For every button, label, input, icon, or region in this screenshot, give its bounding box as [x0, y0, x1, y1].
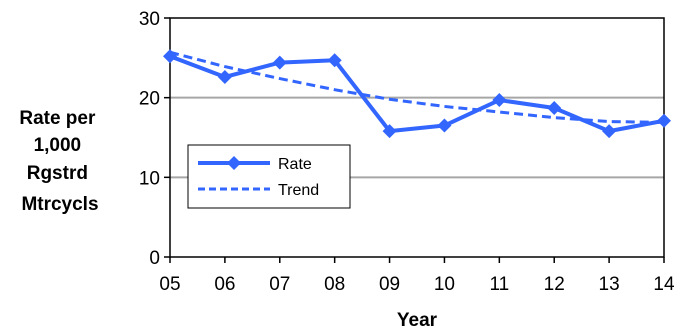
y-tick-label-0: 0 [149, 248, 160, 269]
rate-point-07 [272, 55, 287, 70]
legend-box [187, 144, 351, 209]
y-axis-ticks: 0 10 20 30 [139, 9, 170, 269]
legend-rate-marker [227, 156, 241, 170]
x-tick-label-14: 14 [653, 274, 675, 295]
rate-point-12 [547, 101, 562, 116]
x-tick-label-12: 12 [544, 274, 565, 295]
y-axis-title-line-1: Rate per [19, 108, 96, 129]
y-tick-label-20: 20 [139, 89, 160, 110]
x-tick-label-13: 13 [599, 274, 620, 295]
x-tick-label-08: 08 [324, 274, 345, 295]
legend: Rate Trend [187, 144, 351, 209]
x-axis-title: Year [397, 310, 438, 331]
rate-point-11 [492, 93, 507, 108]
rate-point-14 [657, 113, 671, 128]
x-tick-label-06: 06 [214, 274, 235, 295]
x-tick-label-11: 11 [489, 274, 509, 295]
y-axis-title-line-3: Rgstrd [27, 163, 88, 184]
legend-rate-label: Rate [278, 156, 312, 173]
x-tick-label-05: 05 [159, 274, 180, 295]
rate-point-05 [163, 49, 177, 64]
plot-area-frame [169, 17, 665, 258]
rate-point-08 [327, 53, 342, 68]
series-trend-line [169, 50, 665, 124]
y-axis-title: Rate per 1,000 Rgstrd Mtrcycls [19, 108, 100, 215]
y-axis-title-line-2: 1,000 [34, 135, 82, 156]
rate-point-13 [602, 124, 617, 139]
y-tick-label-30: 30 [139, 9, 160, 30]
x-axis-ticks: 05 06 07 08 09 10 11 12 13 14 [159, 257, 675, 295]
rate-point-10 [437, 118, 452, 133]
x-tick-label-10: 10 [434, 274, 455, 295]
x-tick-label-09: 09 [379, 274, 400, 295]
y-tick-label-10: 10 [139, 168, 160, 189]
series-rate-line [169, 54, 665, 134]
series-layer [163, 49, 671, 139]
rate-point-06 [217, 69, 232, 84]
x-tick-label-07: 07 [269, 274, 290, 295]
legend-trend-label: Trend [278, 182, 319, 199]
y-axis-title-line-4: Mtrcycls [21, 194, 98, 215]
rate-point-09 [382, 124, 397, 139]
